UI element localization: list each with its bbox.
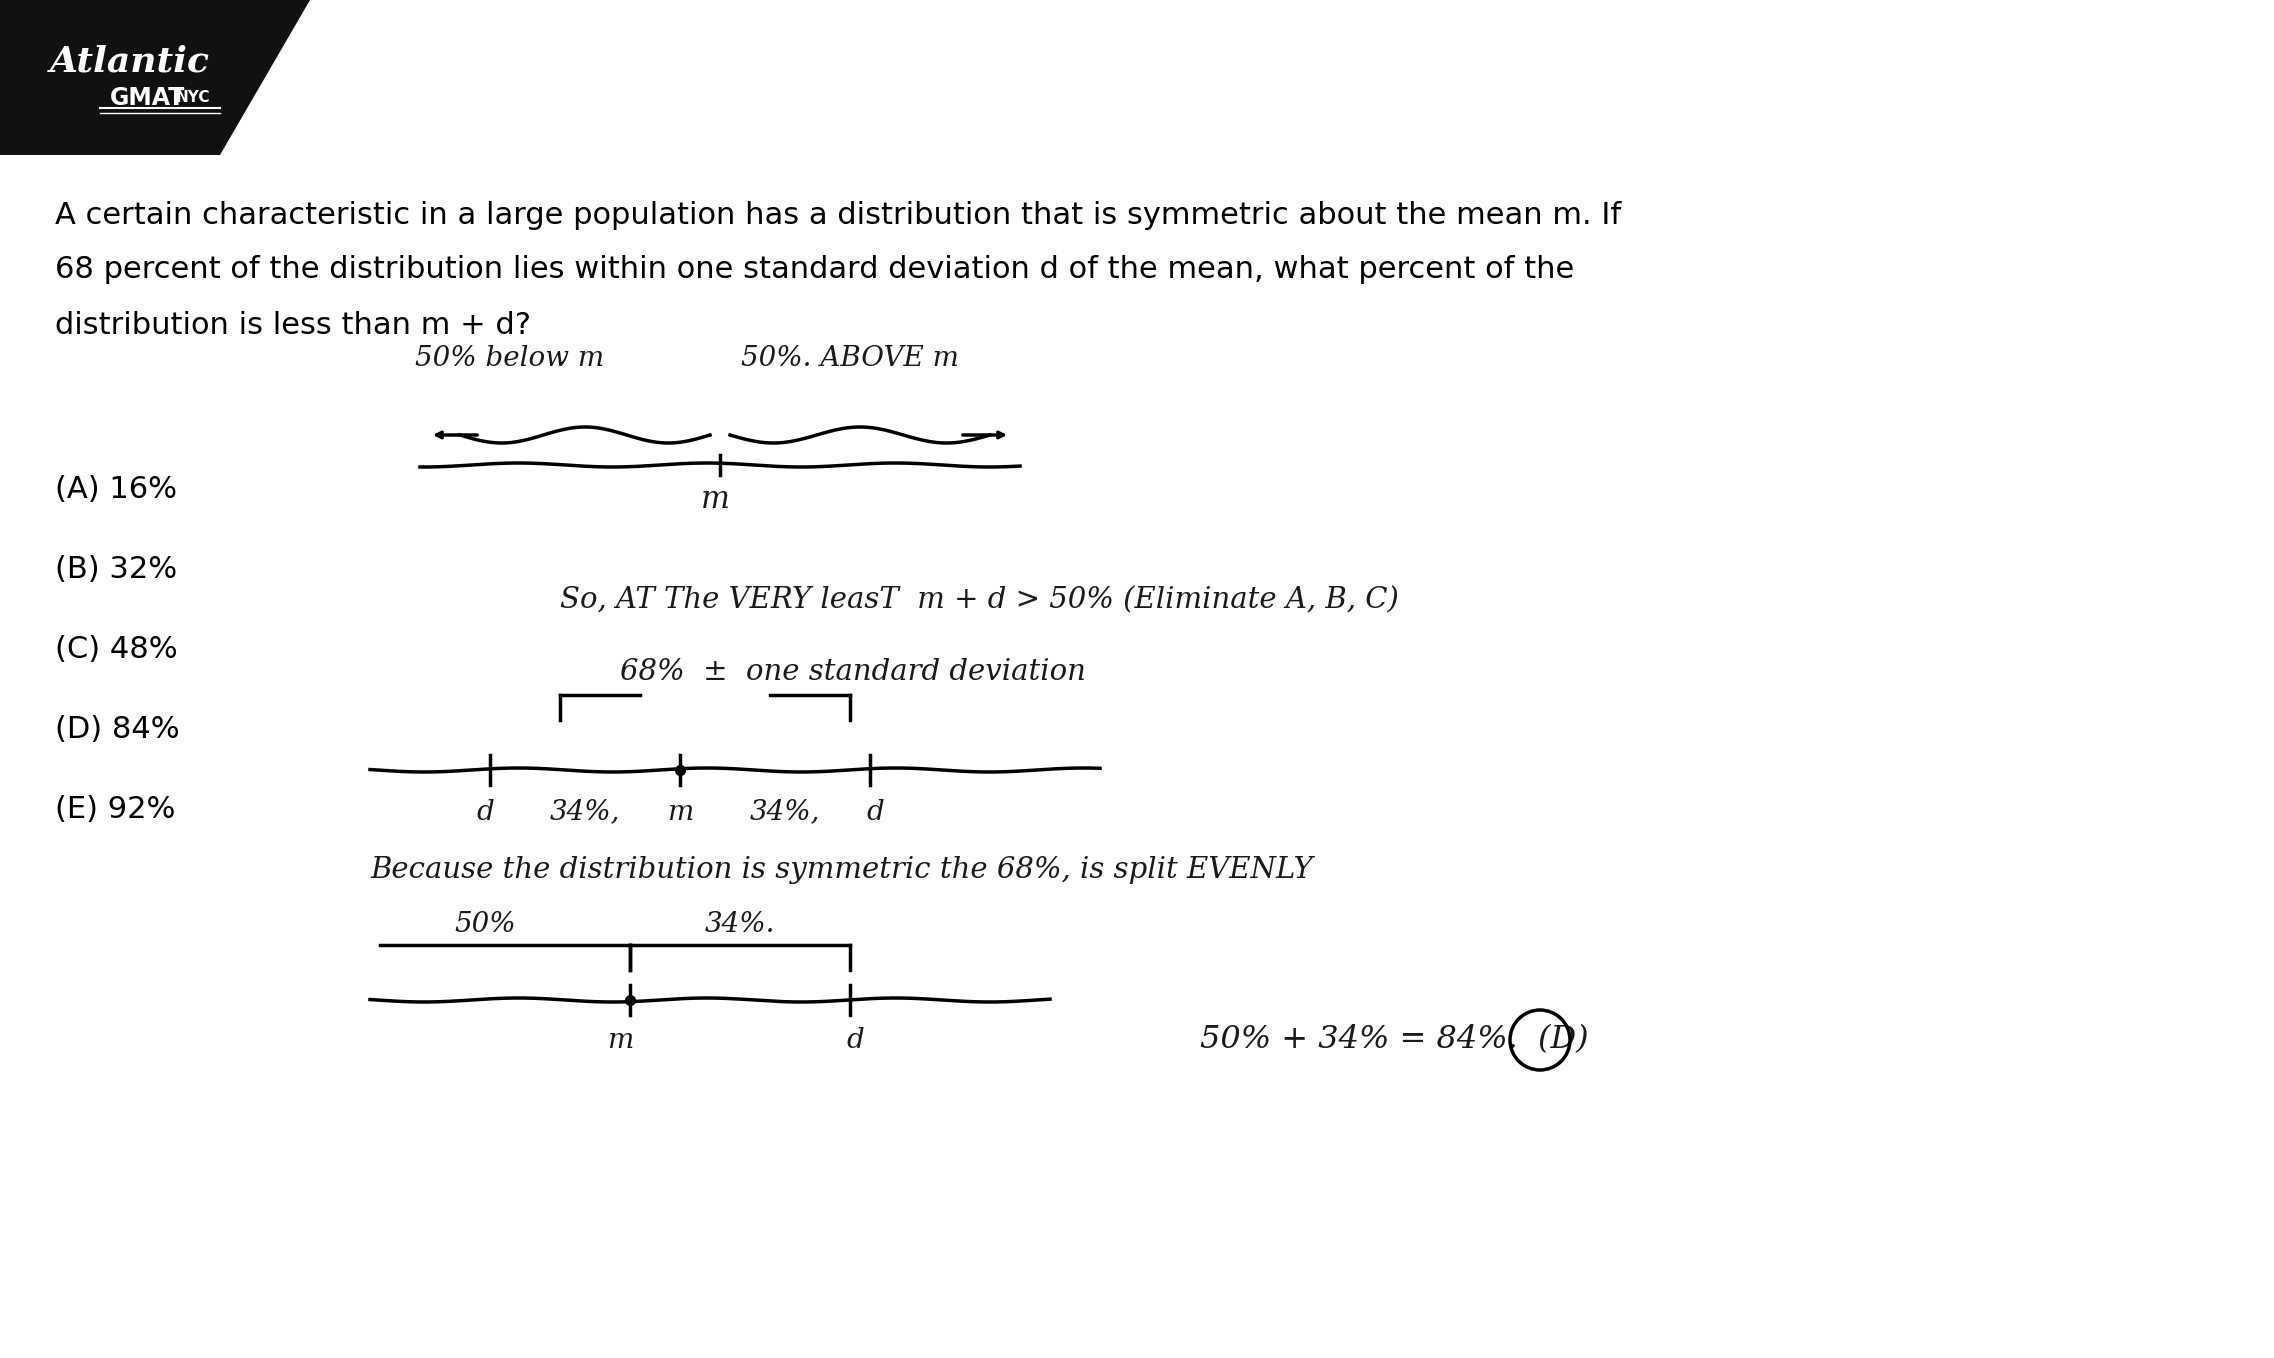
- Text: A certain characteristic in a large population has a distribution that is symmet: A certain characteristic in a large popu…: [55, 201, 1621, 230]
- Text: d: d: [475, 799, 493, 826]
- Text: Because the distribution is symmetric the 68%, is split EVENLY: Because the distribution is symmetric th…: [371, 856, 1312, 884]
- Text: 34%,: 34%,: [550, 799, 621, 826]
- Text: 68 percent of the distribution lies within one standard deviation d of the mean,: 68 percent of the distribution lies with…: [55, 255, 1574, 284]
- Text: So, AT The VERY leasT  m + d > 50% (Eliminate A, B, C): So, AT The VERY leasT m + d > 50% (Elimi…: [559, 587, 1399, 614]
- Text: (E) 92%: (E) 92%: [55, 796, 175, 824]
- Polygon shape: [0, 0, 309, 155]
- Text: 50% below m: 50% below m: [416, 345, 605, 372]
- Text: 50%. ABOVE m: 50%. ABOVE m: [741, 345, 960, 372]
- Text: 34%,: 34%,: [750, 799, 821, 826]
- Text: d: d: [846, 1027, 864, 1054]
- Text: (C) 48%: (C) 48%: [55, 636, 177, 664]
- Text: distribution is less than m + d?: distribution is less than m + d?: [55, 311, 532, 340]
- Text: (A) 16%: (A) 16%: [55, 475, 177, 505]
- Text: Atlantic: Atlantic: [50, 45, 209, 79]
- Text: 50% + 34% = 84%.  (D): 50% + 34% = 84%. (D): [1201, 1024, 1590, 1055]
- Text: NYC: NYC: [175, 91, 209, 106]
- Text: GMAT: GMAT: [111, 86, 186, 110]
- Text: m: m: [666, 799, 694, 826]
- Text: d: d: [866, 799, 885, 826]
- Text: m: m: [607, 1027, 632, 1054]
- Text: (D) 84%: (D) 84%: [55, 716, 180, 744]
- Text: (B) 32%: (B) 32%: [55, 555, 177, 584]
- Text: 68%  ±  one standard deviation: 68% ± one standard deviation: [621, 659, 1087, 686]
- Text: m: m: [700, 485, 730, 516]
- Text: 34%.: 34%.: [705, 911, 775, 938]
- Text: 50%: 50%: [455, 911, 516, 938]
